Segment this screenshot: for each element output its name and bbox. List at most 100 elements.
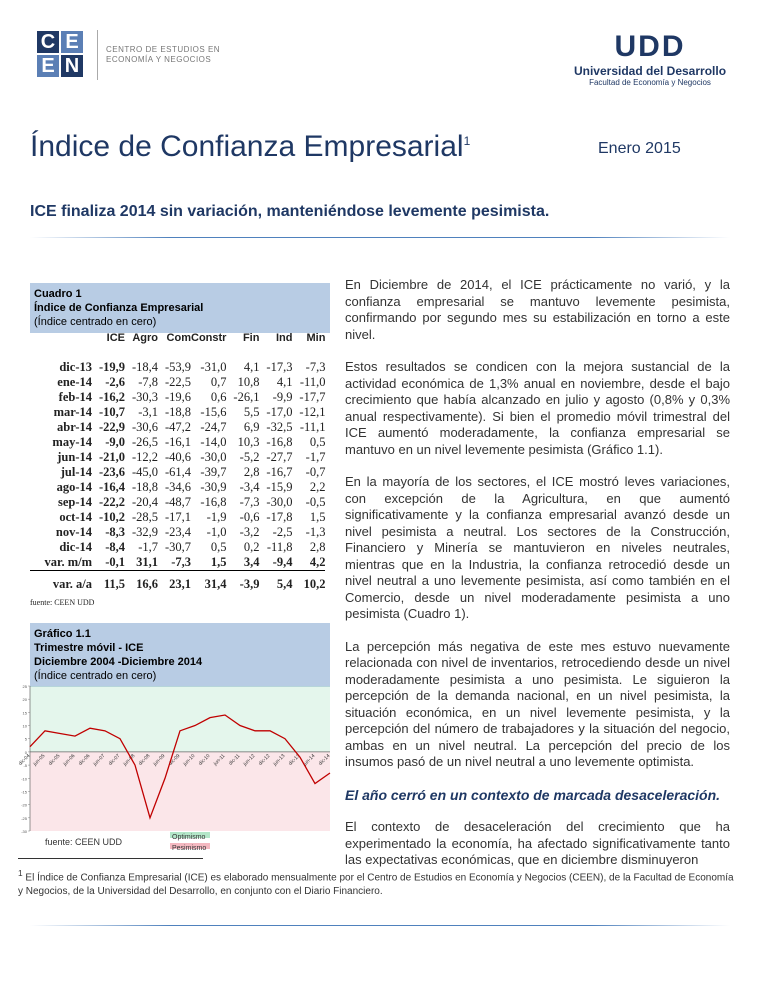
logo-letter: E — [61, 31, 83, 53]
table-cell: -26,5 — [131, 435, 158, 449]
y-tick-label: 25 — [23, 684, 28, 689]
y-tick-label: -30 — [21, 829, 28, 834]
table-cell: -27,7 — [266, 450, 293, 464]
table-cell: -11,0 — [299, 375, 326, 389]
table-cell: 4,1 — [276, 375, 293, 389]
udd-mark: UDD — [614, 30, 686, 63]
y-tick-label: -25 — [21, 816, 28, 821]
y-tick-label: 20 — [23, 697, 28, 702]
table-cell: 2,8 — [309, 540, 326, 554]
table-cell: -32,9 — [131, 525, 158, 539]
table-cell: -17,0 — [266, 405, 293, 419]
table-cell: -21,0 — [98, 450, 125, 464]
table-cell: -17,3 — [266, 360, 293, 374]
table-source: fuente: CEEN UDD — [30, 598, 95, 607]
row-label: nov-14 — [55, 525, 92, 539]
table-cell: -19,6 — [164, 390, 191, 404]
table-cell: -53,9 — [164, 360, 191, 374]
table-cell: -8,4 — [105, 540, 125, 554]
y-tick-label: 5 — [25, 737, 28, 742]
row-label: var. a/a — [52, 577, 92, 592]
table-cell: -0,1 — [105, 555, 125, 569]
table-cell: -7,3 — [305, 360, 326, 374]
table-cell: -16,8 — [200, 495, 227, 509]
title-note: 1 — [463, 134, 471, 148]
table-cell: -10,2 — [98, 510, 125, 524]
paragraph: En la mayoría de los sectores, el ICE mo… — [345, 474, 730, 621]
table-caption: Cuadro 1 Índice de Confianza Empresarial… — [30, 283, 330, 333]
ceen-line: CENTRO DE ESTUDIOS EN — [106, 45, 221, 54]
chart-caption: Gráfico 1.1 Trimestre móvil - ICE Diciem… — [30, 623, 330, 687]
table-cell: 10,2 — [303, 577, 326, 592]
caption-line: Índice de Confianza Empresarial — [34, 302, 204, 314]
table-row: ene-14 -2,6 -7,8 -22,5 0,7 10,8 4,1 -11,0 — [30, 375, 325, 390]
table-cell: -31,0 — [200, 360, 227, 374]
table-cell: -7,3 — [171, 555, 191, 569]
udd-logo: UDD Universidad del Desarrollo Facultad … — [570, 30, 730, 87]
row-label: ene-14 — [57, 375, 92, 389]
table-cell: -0,5 — [305, 495, 326, 509]
row-label: mar-14 — [53, 405, 92, 419]
rule — [30, 237, 730, 238]
row-label: dic-14 — [59, 540, 92, 554]
table-cell: -12,2 — [131, 450, 158, 464]
table-cell: -7,3 — [239, 495, 260, 509]
row-label: oct-14 — [59, 510, 92, 524]
row-label: may-14 — [52, 435, 92, 449]
table-cell: -9,0 — [105, 435, 125, 449]
header-cell: Ind — [275, 332, 293, 344]
ceen-logo: C EE N — [36, 30, 88, 78]
table-cell: 31,4 — [204, 577, 227, 592]
title: Índice de Confianza Empresarial1 — [30, 130, 470, 164]
row-label: jun-14 — [57, 450, 92, 464]
logo-letter: N — [61, 55, 83, 77]
table-cell: -22,9 — [98, 420, 125, 434]
table-row: var. m/m -0,1 31,1 -7,3 1,5 3,4 -9,4 4,2 — [30, 555, 326, 571]
table-cell: -1,3 — [305, 525, 326, 539]
table-cell: -40,6 — [164, 450, 191, 464]
table-cell: -17,1 — [164, 510, 191, 524]
caption-line: Gráfico 1.1 — [34, 628, 91, 640]
table-cell: -5,2 — [239, 450, 260, 464]
table-cell: -15,9 — [266, 480, 293, 494]
table-cell: -10,7 — [98, 405, 125, 419]
table-row: dic-13 -19,9 -18,4 -53,9 -31,0 4,1 -17,3 -7,3 — [30, 360, 325, 375]
table-cell: 0,2 — [243, 540, 260, 554]
header-cell: Agro — [132, 332, 158, 344]
table-cell: 5,4 — [276, 577, 293, 592]
paragraph: En Diciembre de 2014, el ICE prácticamen… — [345, 277, 730, 342]
table-cell: -45,0 — [131, 465, 158, 479]
footnote-rule — [18, 858, 203, 859]
logo-letter: C — [37, 31, 59, 53]
table-cell: -39,7 — [200, 465, 227, 479]
rule — [30, 925, 730, 926]
table-cell: -48,7 — [164, 495, 191, 509]
optimism-zone — [30, 686, 330, 752]
header-cell: Com — [166, 332, 191, 344]
table-cell: -30,0 — [266, 495, 293, 509]
row-label: sep-14 — [57, 495, 92, 509]
table-cell: -23,4 — [164, 525, 191, 539]
header-cell: Fin — [242, 332, 260, 344]
table-cell: 2,2 — [309, 480, 326, 494]
table-row: mar-14 -10,7 -3,1 -18,8 -15,6 5,5 -17,0 -12,1 — [30, 405, 326, 420]
title-text: Índice de Confianza Empresarial — [30, 130, 464, 163]
header-cell: Constr — [191, 332, 227, 344]
table-cell: -7,8 — [138, 375, 158, 389]
header-cell: Min — [306, 332, 326, 344]
table-cell: -30,3 — [131, 390, 158, 404]
header-cell: ICE — [106, 332, 125, 344]
y-tick-label: -5 — [23, 763, 27, 768]
table-cell: -3,2 — [239, 525, 260, 539]
header-cell — [30, 332, 92, 360]
table-row: oct-14 -10,2 -28,5 -17,1 -1,9 -0,6 -17,8 1,5 — [30, 510, 325, 525]
table-cell: -3,9 — [239, 577, 260, 592]
table-row: sep-14 -22,2 -20,4 -48,7 -16,8 -7,3 -30,0 -0,5 — [30, 495, 325, 510]
table-cell: -30,0 — [200, 450, 227, 464]
logo-letter: E — [37, 55, 59, 77]
table-cell: -47,2 — [164, 420, 191, 434]
y-tick-label: 10 — [23, 724, 28, 729]
row-label: dic-13 — [59, 360, 92, 374]
table-cell: -30,9 — [200, 480, 227, 494]
table-cell: -1,9 — [206, 510, 227, 524]
